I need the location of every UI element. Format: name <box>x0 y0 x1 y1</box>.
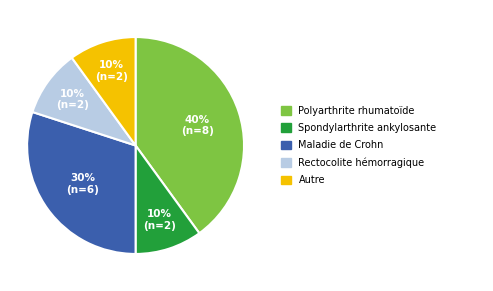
Wedge shape <box>72 37 136 146</box>
Text: 10%
(n=2): 10% (n=2) <box>56 89 89 110</box>
Wedge shape <box>136 146 199 254</box>
Text: 10%
(n=2): 10% (n=2) <box>143 209 176 230</box>
Text: 30%
(n=6): 30% (n=6) <box>67 173 100 195</box>
Wedge shape <box>136 37 244 233</box>
Wedge shape <box>27 112 136 254</box>
Text: 10%
(n=2): 10% (n=2) <box>95 61 128 82</box>
Text: 40%
(n=8): 40% (n=8) <box>181 115 214 136</box>
Wedge shape <box>33 58 136 146</box>
Legend: Polyarthrite rhumatoïde, Spondylarthrite ankylosante, Maladie de Crohn, Rectocol: Polyarthrite rhumatoïde, Spondylarthrite… <box>281 106 437 185</box>
